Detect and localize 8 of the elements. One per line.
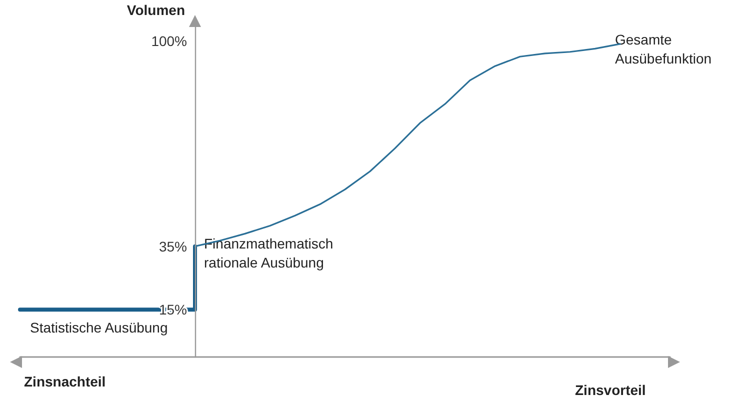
y-tick-label: 35% [158,238,187,254]
text: Zinsnachteil [24,374,106,390]
x-axis-title: Zinsvorteil [575,382,646,397]
y-tick-label: 100% [151,32,187,49]
annotation: Finanzmathematisch rationale Ausübung [204,236,338,270]
y-axis-title: Volumen [126,2,185,18]
annotation: Statistische Ausübung [30,320,168,336]
annotation: Gesamte Ausübefunktion [615,32,712,66]
